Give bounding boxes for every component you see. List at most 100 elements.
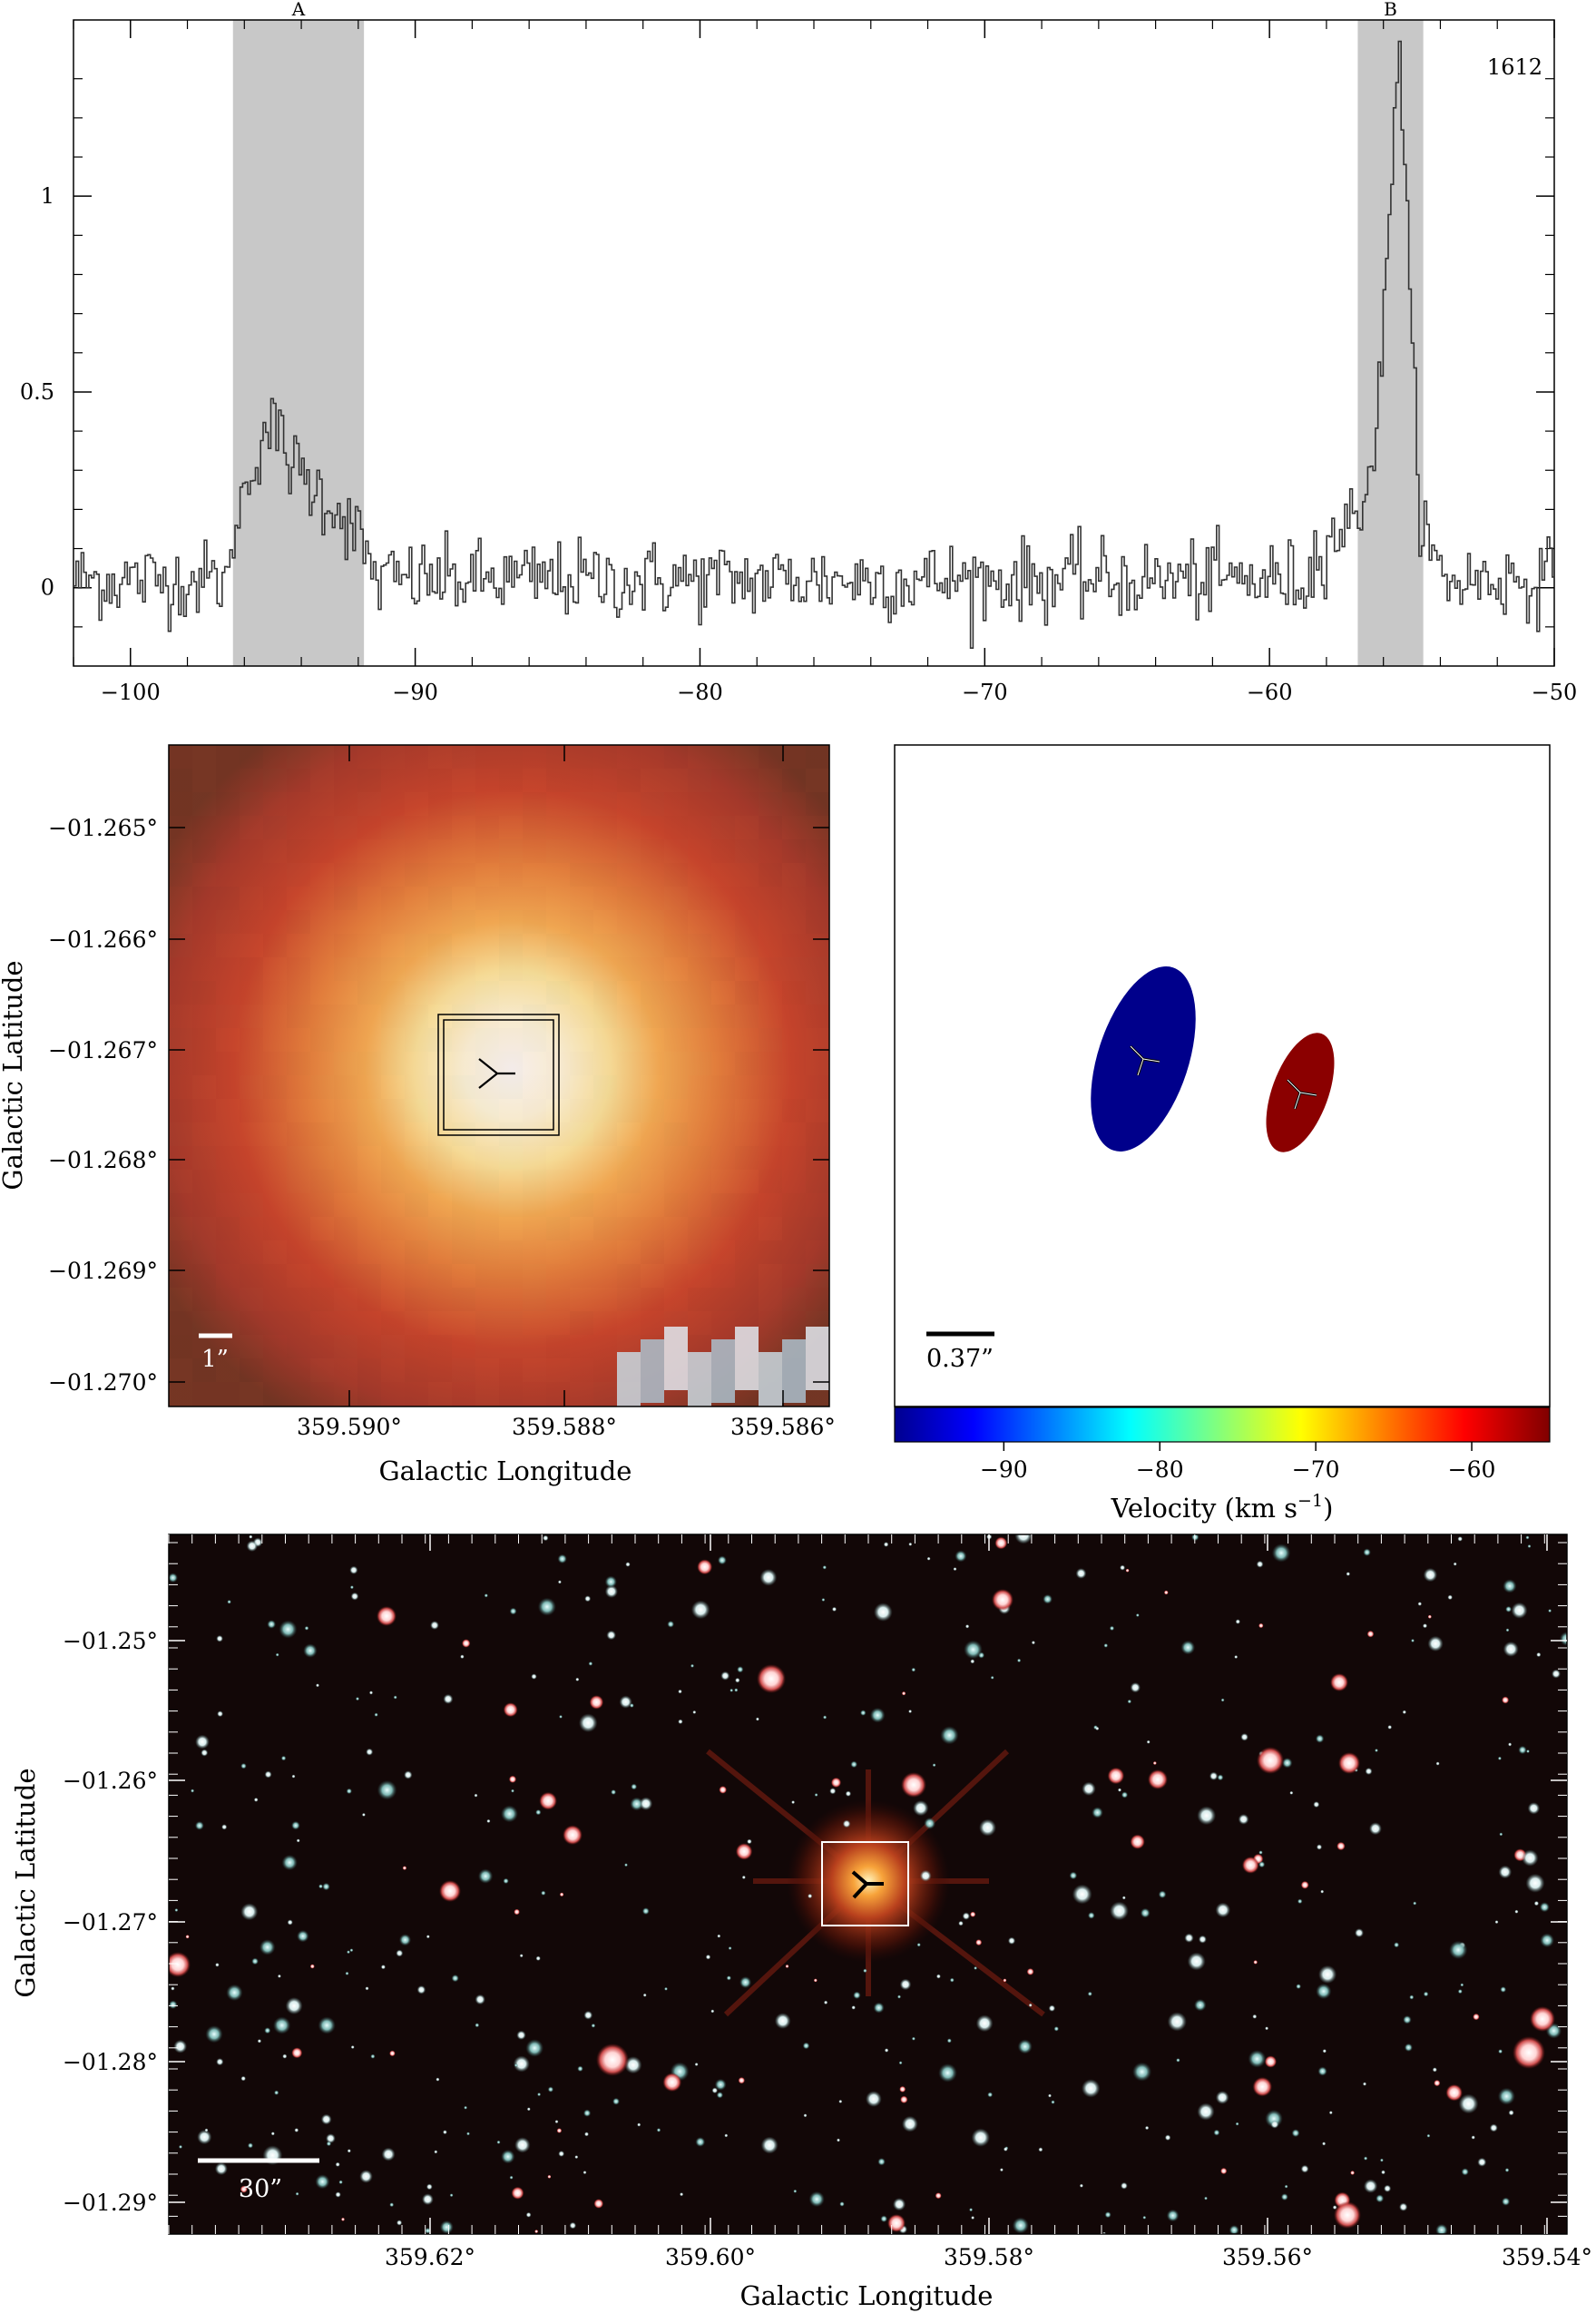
image-pixel <box>263 1406 287 1429</box>
field-star <box>1270 2120 1279 2129</box>
field-star <box>347 1950 350 1955</box>
bright-star <box>1148 1769 1168 1789</box>
field-star <box>716 2092 724 2099</box>
field-star <box>315 2174 330 2190</box>
field-star <box>185 1935 190 1939</box>
x-tick-label: −90 <box>392 680 438 705</box>
bright-star <box>901 1772 926 1798</box>
field-star <box>583 2109 592 2117</box>
field-star <box>370 2053 376 2059</box>
colorbar <box>894 1406 1551 1443</box>
field-star <box>274 2090 279 2095</box>
field-star <box>1121 2181 1128 2190</box>
field-star <box>1477 2157 1487 2167</box>
field-star <box>1522 1849 1539 1867</box>
field-star <box>593 2199 604 2209</box>
field-star <box>1092 1807 1103 1818</box>
field-star <box>1435 1761 1440 1766</box>
field-star <box>639 1797 653 1810</box>
field-star <box>484 1593 488 1598</box>
field-star <box>539 1791 557 1810</box>
bright-star <box>439 1880 461 1902</box>
x-tick-label: 359.588° <box>512 1414 617 1440</box>
field-star <box>1381 2170 1385 2175</box>
field-star <box>1318 1965 1337 1984</box>
field-star <box>1215 1902 1231 1918</box>
field-star <box>747 1838 752 1845</box>
field-star <box>1121 1791 1129 1798</box>
field-star <box>1121 1896 1126 1900</box>
field-star <box>814 1793 818 1797</box>
field-star <box>426 2183 433 2190</box>
field-star <box>291 1774 296 1779</box>
image-pixel <box>216 1406 240 1429</box>
field-star <box>705 1954 711 1960</box>
transition-label: 1612 <box>1487 54 1542 80</box>
field-star <box>503 1702 518 1718</box>
field-star <box>464 2105 468 2110</box>
zoom-xlabel: Galactic Longitude <box>379 1455 632 1486</box>
field-star <box>695 2137 706 2147</box>
field-star <box>1525 1535 1530 1540</box>
field-star <box>1142 2215 1147 2220</box>
field-star <box>349 1948 354 1953</box>
field-star <box>604 1575 617 1588</box>
y-tick-label: 1 <box>41 183 54 209</box>
field-star <box>1403 2015 1412 2024</box>
field-star <box>1048 2093 1052 2098</box>
field-star <box>1375 1749 1378 1752</box>
field-star <box>404 1770 413 1779</box>
field-star <box>1240 1733 1248 1741</box>
field-star <box>275 1652 279 1657</box>
field-star <box>281 1854 298 1871</box>
field-star <box>717 1555 727 1565</box>
field-star <box>240 1903 259 1921</box>
field-star <box>962 1912 971 1920</box>
field-star <box>926 1556 931 1561</box>
field-star <box>436 2077 440 2082</box>
field-star <box>791 1800 796 1805</box>
field-star <box>932 1763 936 1768</box>
field-star <box>1316 1983 1332 2000</box>
field-star <box>1328 2111 1333 2115</box>
field-star <box>397 2220 403 2226</box>
field-star <box>1350 2171 1355 2175</box>
blue-star-corner <box>617 1327 829 1406</box>
field-star <box>1417 1602 1423 1606</box>
field-star <box>557 1580 562 1584</box>
field-star <box>624 2056 642 2074</box>
field-star <box>1363 2156 1368 2161</box>
field-star <box>514 2137 531 2153</box>
field-star <box>994 1536 1008 1550</box>
field-star <box>430 1621 439 1630</box>
field-star <box>1026 1968 1034 1975</box>
field-star <box>829 1788 837 1795</box>
x-tick-label: 359.58° <box>944 2244 1034 2270</box>
field-star <box>291 1820 300 1830</box>
field-star <box>322 1882 330 1891</box>
field-star <box>619 1695 632 1709</box>
field-star <box>1132 2062 1152 2082</box>
field-star <box>257 2039 262 2043</box>
field-star <box>426 1935 430 1939</box>
field-star <box>1125 1568 1130 1573</box>
field-star <box>1197 2102 1215 2121</box>
field-star <box>1363 1548 1371 1556</box>
field-star <box>692 1710 697 1714</box>
field-star <box>1435 2223 1448 2234</box>
field-star <box>1434 2080 1441 2087</box>
image-pixel <box>192 1406 216 1429</box>
field-star <box>589 1695 604 1710</box>
field-star <box>719 1786 727 1794</box>
field-star <box>874 1602 893 1622</box>
field-star <box>1379 2158 1384 2162</box>
x-tick-label: 359.590° <box>297 1414 402 1440</box>
field-star <box>1079 2183 1083 2188</box>
field-star <box>1217 1774 1224 1781</box>
field-star <box>902 2115 918 2132</box>
field-star <box>1503 1641 1519 1657</box>
field-star <box>717 1934 721 1938</box>
field-star <box>287 1919 293 1926</box>
field-star <box>1355 1928 1364 1938</box>
